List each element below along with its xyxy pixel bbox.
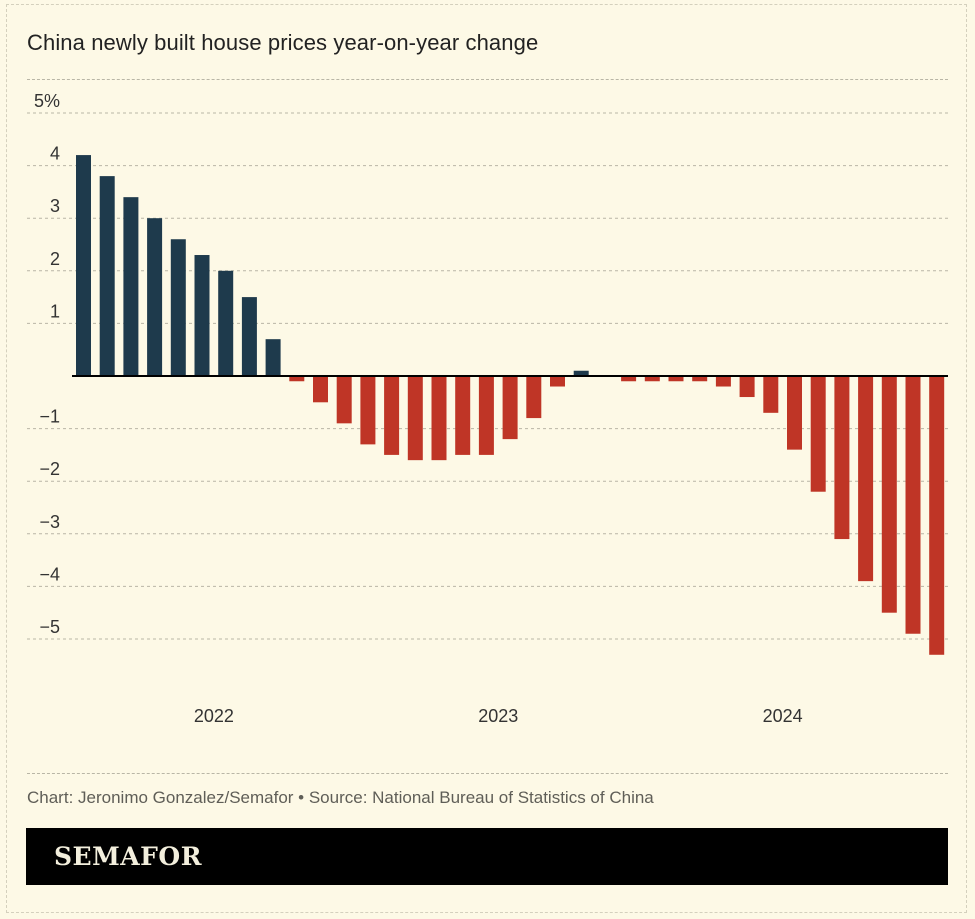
source-note: Chart: Jeronimo Gonzalez/Semafor • Sourc… [27, 788, 654, 807]
bar [692, 376, 708, 382]
bar [763, 376, 779, 413]
bar [881, 376, 897, 613]
y-tick-label: 5% [34, 91, 60, 111]
bar [289, 376, 305, 382]
bar [123, 197, 139, 376]
bar [573, 370, 589, 376]
bar [478, 376, 494, 455]
bar [621, 376, 637, 382]
y-tick-label: −3 [39, 512, 60, 532]
y-tick-label: −1 [39, 407, 60, 427]
y-tick-label: −2 [39, 459, 60, 479]
y-tick-label: −4 [39, 564, 60, 584]
bar [526, 376, 542, 419]
x-tick-label: 2022 [194, 706, 234, 726]
brand-logo: SEMAFOR [54, 842, 202, 871]
chart-title: China newly built house prices year-on-y… [27, 30, 539, 55]
bar [550, 376, 565, 387]
bar-chart: 5% 4 3 2 1 −1 −2 −3 −4 −5 2022 2023 2024 [27, 91, 948, 726]
x-tick-label: 2024 [763, 706, 803, 726]
bar [313, 376, 328, 403]
bar [265, 339, 281, 376]
bar [360, 376, 376, 445]
bar [384, 376, 400, 455]
bar [929, 376, 945, 655]
bar [905, 376, 921, 634]
bar [715, 376, 731, 387]
y-tick-label: 1 [50, 301, 60, 321]
bar [502, 376, 518, 440]
bar [241, 297, 257, 376]
bar [218, 270, 234, 376]
bar [810, 376, 826, 492]
bar [407, 376, 423, 461]
y-tick-label: 4 [50, 144, 60, 164]
bar [431, 376, 447, 461]
chart-frame [6, 4, 967, 913]
y-tick-label: −5 [39, 617, 60, 637]
bar [858, 376, 874, 582]
x-tick-label: 2023 [478, 706, 518, 726]
bar [76, 155, 91, 376]
bar [336, 376, 352, 424]
y-tick-label: 3 [50, 196, 60, 216]
bar [787, 376, 802, 450]
bar [99, 176, 115, 376]
bar [644, 376, 660, 382]
bar [455, 376, 471, 455]
footer-divider [27, 773, 948, 774]
y-tick-label: 2 [50, 249, 60, 269]
bar [668, 376, 684, 382]
title-divider [27, 79, 948, 80]
bar [834, 376, 850, 540]
bar [170, 239, 186, 376]
brand-bar: SEMAFOR [26, 828, 948, 885]
bar [739, 376, 755, 398]
bar [194, 255, 210, 376]
bar [147, 218, 163, 376]
